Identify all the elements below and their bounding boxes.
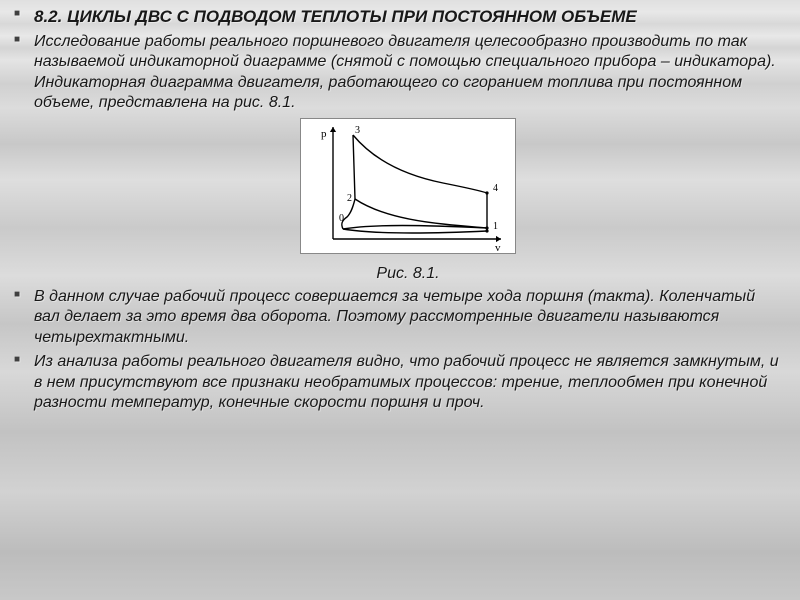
section-title: 8.2. ЦИКЛЫ ДВС С ПОДВОДОМ ТЕПЛОТЫ ПРИ ПО… bbox=[34, 6, 782, 28]
paragraph-1: Исследование работы реального поршневого… bbox=[34, 32, 782, 114]
paragraph-3: Из анализа работы реального двигателя ви… bbox=[34, 352, 782, 413]
bullet-list-2: В данном случае рабочий процесс совершае… bbox=[34, 287, 782, 414]
pv-chart-svg: p v 3 20 4 1 bbox=[303, 121, 513, 251]
svg-text:2: 2 bbox=[347, 193, 352, 204]
svg-text:4: 4 bbox=[493, 183, 498, 194]
figure-wrapper: p v 3 20 4 1 bbox=[34, 118, 782, 259]
slide-root: 8.2. ЦИКЛЫ ДВС С ПОДВОДОМ ТЕПЛОТЫ ПРИ ПО… bbox=[0, 0, 800, 600]
svg-text:v: v bbox=[495, 242, 501, 251]
svg-text:3: 3 bbox=[355, 125, 360, 136]
indicator-diagram: p v 3 20 4 1 bbox=[300, 118, 516, 254]
paragraph-2: В данном случае рабочий процесс совершае… bbox=[34, 287, 782, 348]
svg-text:1: 1 bbox=[493, 221, 498, 232]
svg-text:0: 0 bbox=[339, 213, 344, 224]
figure-caption: Рис. 8.1. bbox=[34, 265, 782, 283]
svg-text:p: p bbox=[321, 128, 327, 140]
bullet-list: 8.2. ЦИКЛЫ ДВС С ПОДВОДОМ ТЕПЛОТЫ ПРИ ПО… bbox=[34, 6, 782, 114]
